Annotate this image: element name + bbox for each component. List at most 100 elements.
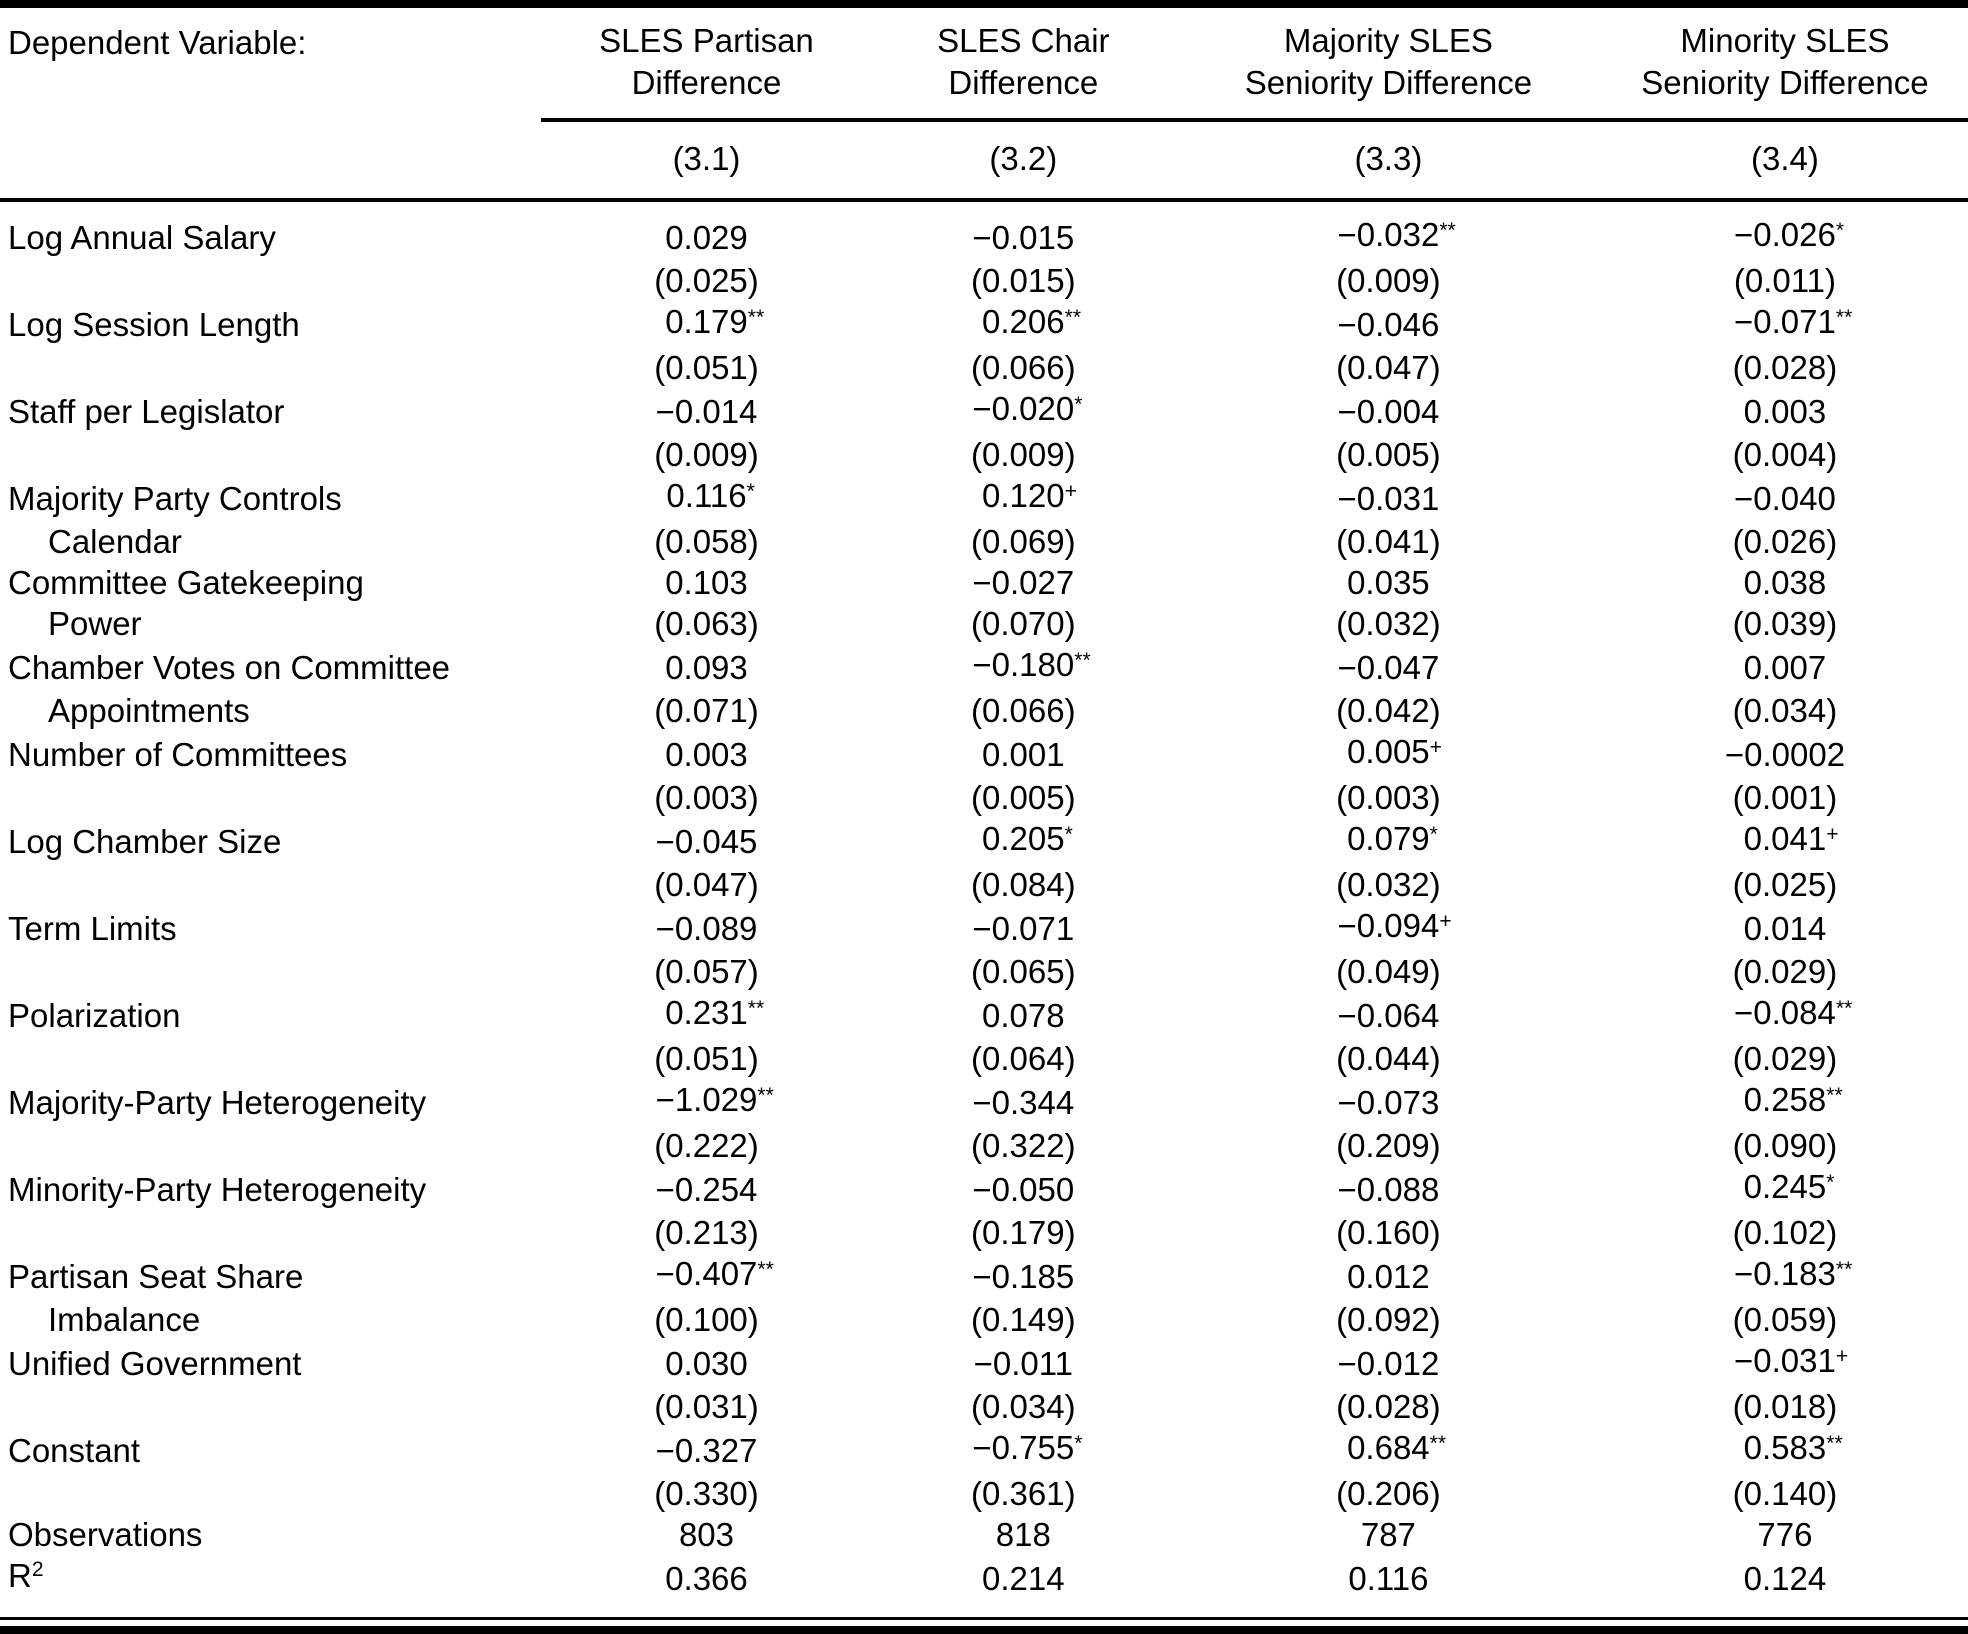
se-cell: (0.011) bbox=[1733, 262, 1837, 299]
se-row: (0.222) (0.322) (0.209) (0.090) bbox=[0, 1125, 1968, 1166]
coef-row: Minority-Party Heterogeneity −0.254 −0.050… bbox=[0, 1166, 1968, 1212]
column-header-line1: Minority SLES bbox=[1680, 22, 1890, 59]
se-cell: (0.029) bbox=[1732, 1040, 1838, 1077]
se-row: Imbalance (0.100) (0.149) (0.092) (0.059) bbox=[0, 1299, 1968, 1340]
stat-label: Observations bbox=[8, 1516, 203, 1553]
se-cell: (0.084) bbox=[971, 866, 1076, 903]
coef-cell: −0.027 bbox=[872, 562, 1175, 603]
se-cell: (0.047) bbox=[654, 866, 759, 903]
stat-value: 0.124 bbox=[1743, 1559, 1827, 1597]
coef-value: −0.344 bbox=[972, 1083, 1075, 1121]
row-label: Log Chamber Size bbox=[8, 822, 282, 860]
model-number-row-spacer bbox=[0, 120, 542, 202]
se-row: (0.009) (0.009) (0.005) (0.004) bbox=[0, 434, 1968, 475]
se-cell: (0.047) bbox=[1336, 349, 1441, 386]
stat-row: R2 0.366 0.214 0.116 0.124 bbox=[0, 1555, 1968, 1601]
row-label-continuation bbox=[0, 434, 541, 475]
se-cell: (0.149) bbox=[971, 1301, 1076, 1338]
coef-cell: 0.007 bbox=[1602, 644, 1968, 690]
se-row: (0.047) (0.084) (0.032) (0.025) bbox=[0, 864, 1968, 905]
coef-cell: −0.046 bbox=[1175, 301, 1602, 347]
coef-value: −0.040 bbox=[1734, 479, 1836, 517]
coef-cell: −0.047 bbox=[1175, 644, 1602, 690]
coef-cell: 0.003 bbox=[1602, 388, 1968, 434]
coef-value: −0.015 bbox=[972, 218, 1075, 256]
row-label: Log Annual Salary bbox=[8, 218, 276, 256]
coef-value: −0.180 bbox=[972, 646, 1075, 683]
se-row: (0.051) (0.064) (0.044) (0.029) bbox=[0, 1038, 1968, 1079]
coef-value: 0.684 bbox=[1347, 1429, 1430, 1466]
se-cell: (0.063) bbox=[654, 605, 759, 642]
coef-value: 0.035 bbox=[1347, 564, 1430, 601]
coef-value: 0.245 bbox=[1743, 1168, 1827, 1205]
coef-cell: 0.583** bbox=[1743, 1429, 1843, 1466]
coef-cell: −0.071 bbox=[872, 905, 1175, 951]
se-cell: (0.102) bbox=[1732, 1214, 1838, 1251]
coef-cell: −0.014 bbox=[541, 388, 872, 434]
stat-value: 776 bbox=[1757, 1516, 1813, 1553]
coef-cell: 0.231** bbox=[665, 994, 765, 1031]
column-header-line2: Difference bbox=[948, 64, 1099, 101]
coef-value: −1.029 bbox=[655, 1081, 758, 1118]
coef-value: 0.079 bbox=[1347, 820, 1430, 857]
coef-cell: −0.045 bbox=[541, 818, 872, 864]
coef-cell: 0.003 bbox=[541, 731, 872, 777]
row-label-continuation bbox=[0, 777, 541, 818]
coef-value: −0.020 bbox=[972, 390, 1075, 427]
coef-cell: −0.012 bbox=[1175, 1340, 1602, 1386]
coef-cell: −0.015 bbox=[872, 200, 1175, 260]
row-label: Minority-Party Heterogeneity bbox=[8, 1170, 427, 1208]
coef-cell: −0.064 bbox=[1175, 992, 1602, 1038]
table-body: Log Annual Salary 0.029 −0.015 −0.032** −0.0… bbox=[0, 200, 1968, 1601]
coef-cell: 0.078 bbox=[872, 992, 1175, 1038]
coef-cell: −0.089 bbox=[541, 905, 872, 951]
model-number-4: (3.4) bbox=[1601, 120, 1968, 202]
coef-value: 0.014 bbox=[1743, 909, 1827, 947]
se-cell: (0.041) bbox=[1336, 523, 1441, 560]
coef-row: Polarization 0.231** 0.078 −0.064 −0.084** bbox=[0, 992, 1968, 1038]
model-number-3: (3.3) bbox=[1174, 120, 1602, 202]
se-cell: (0.071) bbox=[654, 692, 759, 729]
bottom-rule-thin bbox=[0, 1617, 1968, 1620]
coef-row: Log Session Length 0.179** 0.206** −0.046 −0… bbox=[0, 301, 1968, 347]
coef-cell: −0.040 bbox=[1602, 475, 1968, 521]
row-label: Staff per Legislator bbox=[8, 392, 285, 430]
se-cell: (0.179) bbox=[971, 1214, 1076, 1251]
coef-cell: 0.684** bbox=[1347, 1429, 1447, 1466]
se-cell: (0.222) bbox=[654, 1127, 759, 1164]
se-cell: (0.025) bbox=[1732, 866, 1838, 903]
coef-value: −0.027 bbox=[972, 564, 1075, 601]
coef-value: −0.0002 bbox=[1724, 735, 1846, 773]
coef-cell: −0.032** bbox=[1337, 216, 1456, 253]
se-cell: (0.028) bbox=[1336, 1388, 1441, 1425]
coef-cell: 0.030 bbox=[541, 1340, 872, 1386]
coef-cell: 0.116* bbox=[666, 477, 755, 514]
coef-cell: −0.020* bbox=[972, 390, 1083, 427]
coef-cell: −0.0002 bbox=[1602, 731, 1968, 777]
coef-value: −0.045 bbox=[655, 822, 758, 860]
se-cell: (0.092) bbox=[1336, 1301, 1441, 1338]
coef-value: −0.071 bbox=[1734, 303, 1836, 340]
row-label-continuation bbox=[0, 260, 541, 301]
coef-value: −0.047 bbox=[1337, 648, 1440, 686]
coef-value: −0.011 bbox=[973, 1344, 1074, 1382]
coef-cell: 0.205* bbox=[982, 820, 1073, 857]
coef-cell: −0.407** bbox=[655, 1255, 774, 1292]
se-row: (0.051) (0.066) (0.047) (0.028) bbox=[0, 347, 1968, 388]
coef-cell: −0.755* bbox=[972, 1429, 1083, 1466]
se-row: (0.031) (0.034) (0.028) (0.018) bbox=[0, 1386, 1968, 1427]
coef-cell: 0.029 bbox=[541, 200, 872, 260]
coef-value: 0.205 bbox=[982, 820, 1065, 857]
coef-value: −0.046 bbox=[1337, 305, 1440, 343]
coef-cell: 0.103 bbox=[541, 562, 872, 603]
coef-value: −0.089 bbox=[655, 909, 758, 947]
coef-value: −0.183 bbox=[1734, 1255, 1836, 1292]
coef-cell: −0.180** bbox=[972, 646, 1091, 683]
coef-cell: 0.012 bbox=[1175, 1253, 1602, 1299]
coef-cell: 0.005+ bbox=[1347, 733, 1442, 770]
coef-cell: −0.088 bbox=[1175, 1166, 1602, 1212]
se-cell: (0.001) bbox=[1732, 779, 1838, 816]
coef-value: −0.014 bbox=[655, 392, 758, 430]
coef-cell: −1.029** bbox=[655, 1081, 774, 1118]
